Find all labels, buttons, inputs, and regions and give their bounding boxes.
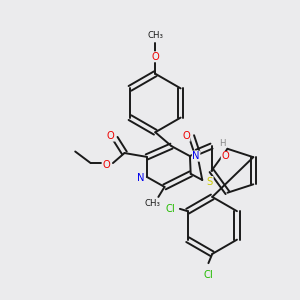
Text: O: O	[221, 152, 229, 161]
Text: Cl: Cl	[165, 204, 175, 214]
Text: CH₃: CH₃	[147, 31, 163, 40]
Text: O: O	[182, 131, 190, 141]
Text: Cl: Cl	[203, 271, 213, 281]
Text: O: O	[152, 52, 159, 62]
Text: CH₃: CH₃	[144, 200, 160, 208]
Text: S: S	[207, 176, 213, 187]
Text: O: O	[102, 160, 110, 170]
Text: O: O	[107, 131, 115, 141]
Text: N: N	[192, 151, 200, 161]
Text: N: N	[137, 173, 144, 183]
Text: H: H	[219, 139, 226, 148]
